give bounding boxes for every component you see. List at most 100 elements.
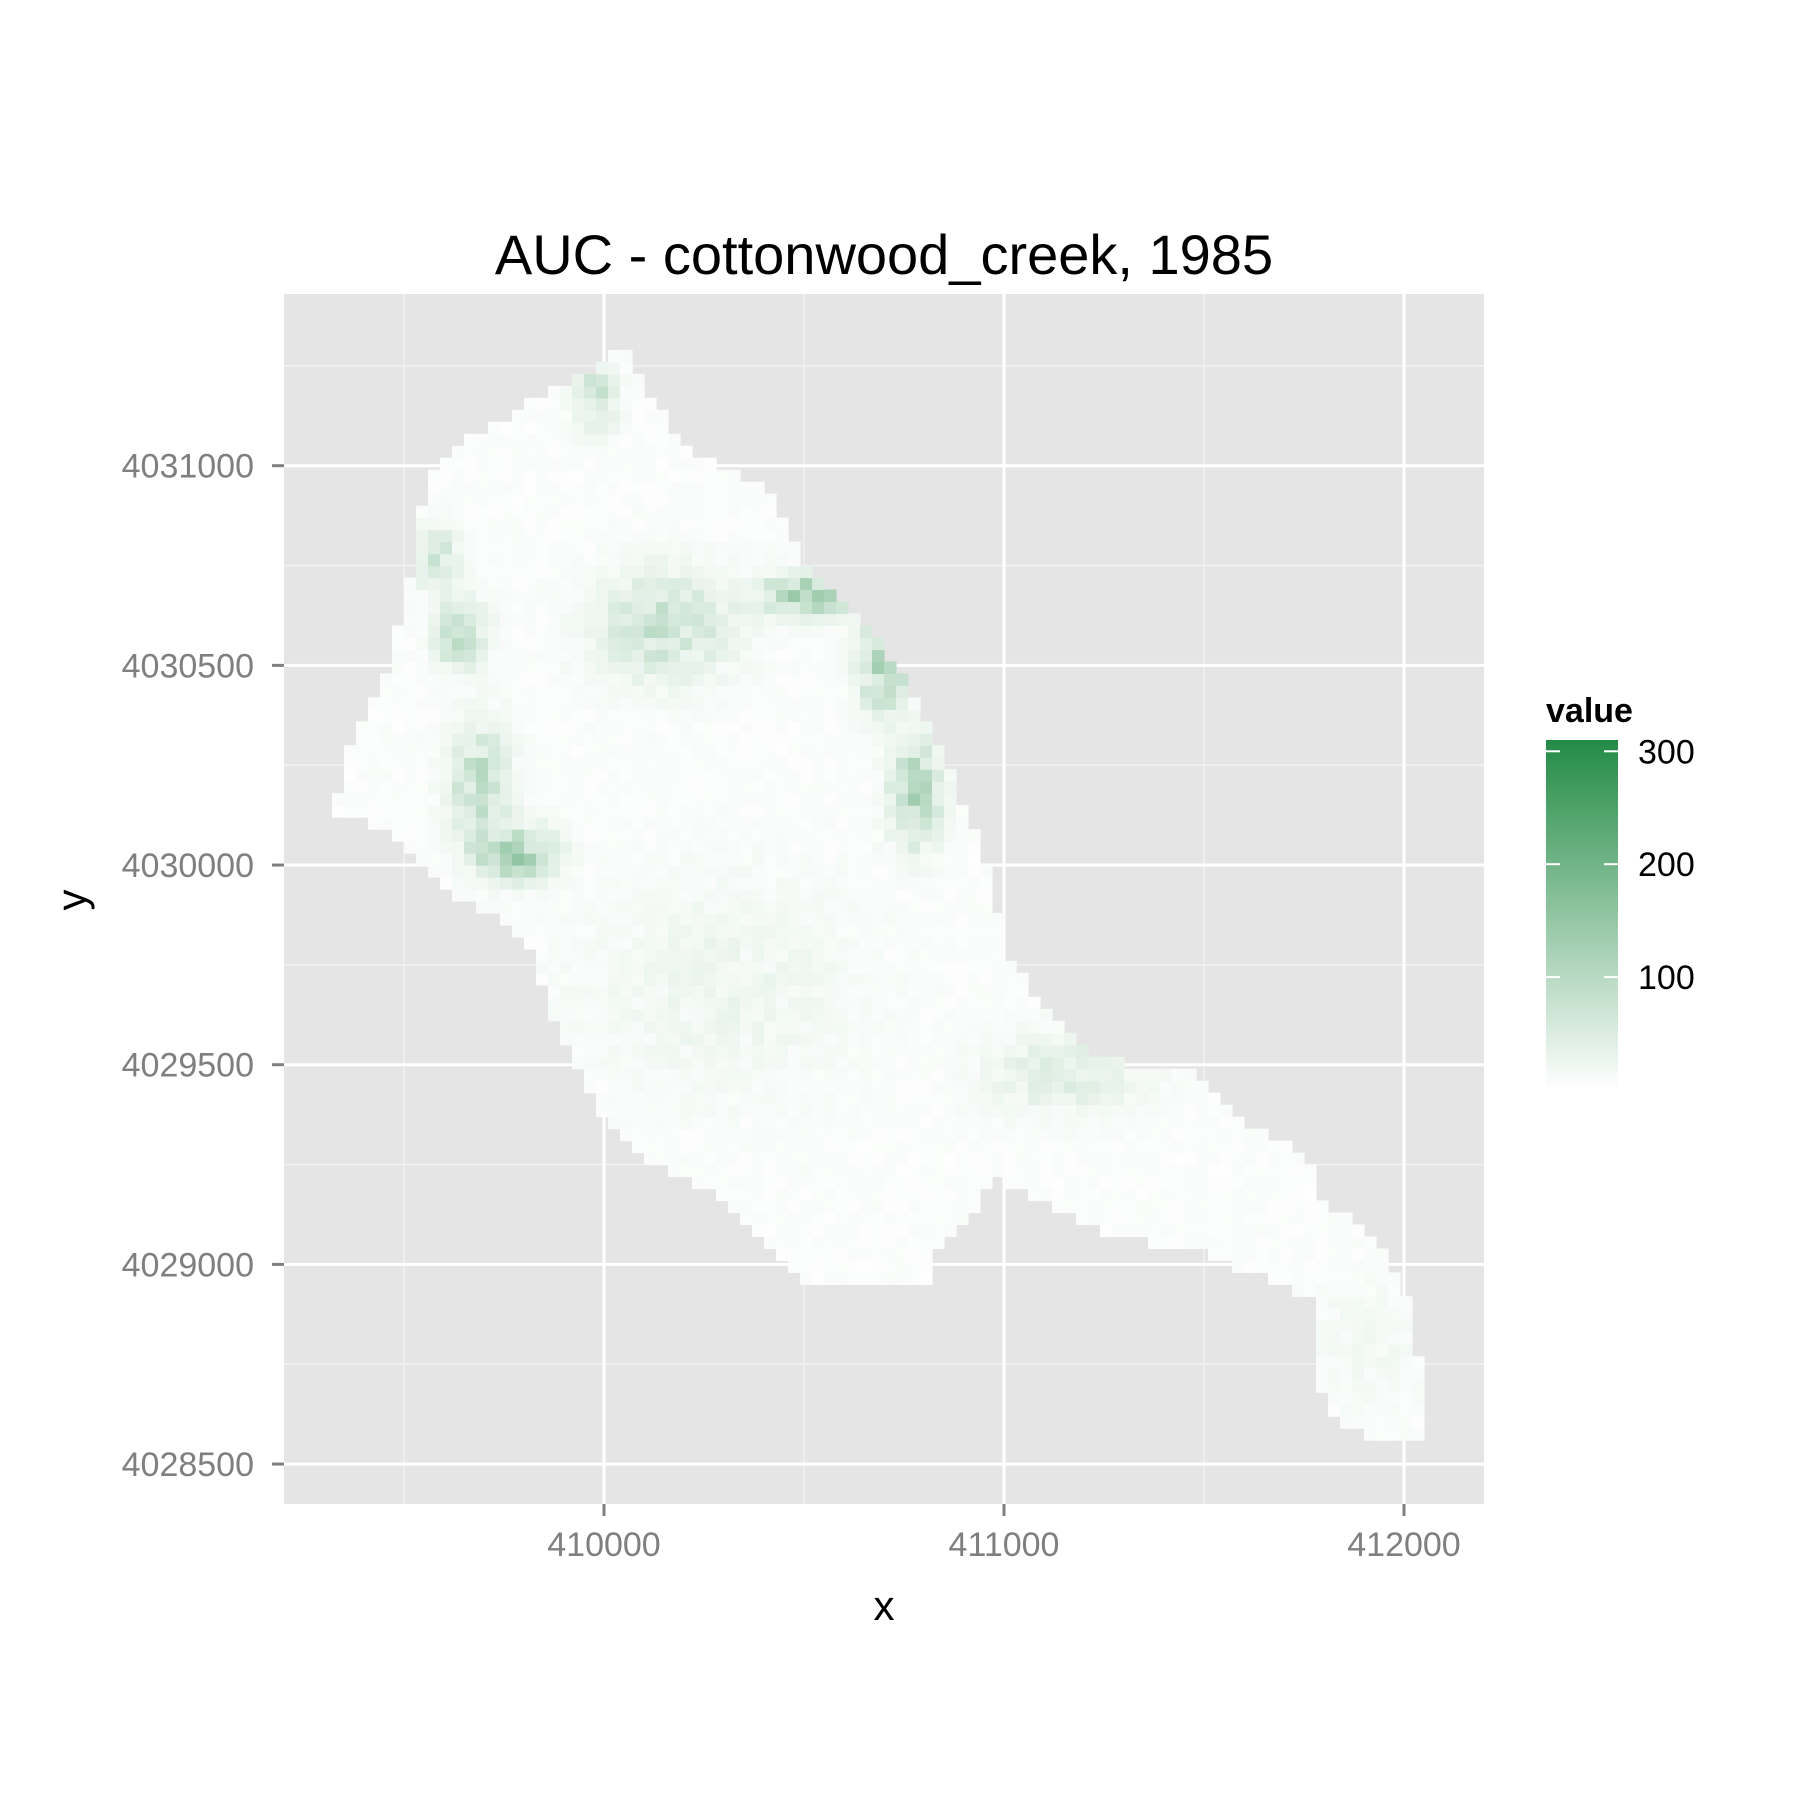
raster-cell [716, 793, 729, 806]
raster-cell [632, 1140, 645, 1154]
raster-cell [632, 493, 645, 507]
raster-cell [1028, 1056, 1041, 1070]
raster-cell [848, 793, 861, 806]
raster-cell [920, 1008, 933, 1022]
raster-cell [932, 1212, 945, 1226]
raster-cell [608, 469, 621, 483]
raster-cell [920, 1188, 933, 1202]
raster-cell [764, 901, 777, 914]
raster-cell [644, 1080, 657, 1094]
raster-cell [656, 409, 669, 423]
raster-cell [644, 541, 657, 555]
raster-cell [944, 1188, 957, 1202]
raster-cell [1388, 1404, 1401, 1417]
raster-cell [668, 745, 681, 758]
raster-cell [1088, 1128, 1101, 1142]
raster-cell [764, 805, 777, 818]
raster-cell [848, 912, 861, 926]
raster-cell [812, 613, 825, 627]
raster-cell [548, 841, 561, 854]
raster-cell [1040, 1152, 1053, 1166]
raster-cell [416, 673, 429, 686]
raster-cell [980, 936, 993, 950]
raster-cell [572, 493, 585, 507]
raster-cell [536, 541, 549, 555]
raster-cell [956, 1200, 969, 1214]
raster-cell [608, 505, 621, 519]
raster-cell [800, 841, 813, 854]
raster-cell [776, 1128, 789, 1142]
raster-cell [644, 493, 657, 507]
raster-cell [596, 960, 609, 974]
raster-cell [584, 421, 597, 435]
raster-cell [692, 1152, 705, 1166]
raster-cell [620, 948, 633, 962]
y-axis-title: y [48, 890, 95, 911]
raster-cell [488, 589, 501, 603]
raster-cell [644, 745, 657, 758]
raster-cell [860, 1188, 873, 1202]
raster-cell [824, 1104, 837, 1118]
raster-cell [500, 661, 513, 674]
raster-cell [812, 697, 825, 710]
raster-cell [956, 805, 969, 818]
raster-cell [476, 781, 489, 794]
raster-cell [644, 613, 657, 627]
raster-cell [1292, 1188, 1305, 1202]
raster-cell [380, 793, 393, 806]
raster-cell [776, 1152, 789, 1166]
raster-cell [608, 1020, 621, 1034]
raster-cell [1268, 1212, 1281, 1226]
raster-cell [524, 397, 537, 411]
raster-cell [656, 421, 669, 435]
raster-cell [500, 829, 513, 842]
raster-cell [932, 817, 945, 830]
raster-cell [632, 817, 645, 830]
raster-cell [932, 1164, 945, 1178]
raster-cell [764, 1116, 777, 1130]
raster-cell [680, 661, 693, 674]
raster-cell [740, 577, 753, 591]
raster-cell [440, 613, 453, 627]
raster-cell [584, 457, 597, 471]
raster-cell [740, 673, 753, 686]
raster-cell [776, 829, 789, 842]
raster-cell [440, 841, 453, 854]
raster-cell [632, 613, 645, 627]
raster-cell [836, 984, 849, 998]
raster-cell [1112, 1116, 1125, 1130]
raster-cell [1052, 1104, 1065, 1118]
raster-cell [692, 1116, 705, 1130]
raster-cell [596, 1092, 609, 1106]
raster-cell [668, 817, 681, 830]
raster-cell [1040, 1176, 1053, 1190]
raster-cell [884, 948, 897, 962]
raster-cell [896, 1104, 909, 1118]
raster-cell [980, 877, 993, 890]
raster-cell [992, 924, 1005, 938]
raster-cell [908, 1248, 921, 1261]
raster-cell [560, 589, 573, 603]
raster-cell [536, 493, 549, 507]
raster-cell [956, 1116, 969, 1130]
raster-cell [704, 1080, 717, 1094]
raster-cell [920, 984, 933, 998]
raster-cell [548, 685, 561, 698]
raster-cell [1232, 1248, 1245, 1261]
raster-cell [920, 805, 933, 818]
raster-cell [512, 865, 525, 878]
raster-cell [692, 469, 705, 483]
raster-cell [800, 936, 813, 950]
raster-cell [596, 877, 609, 890]
raster-cell [860, 1056, 873, 1070]
raster-cell [500, 841, 513, 854]
raster-cell [764, 1128, 777, 1142]
x-tick-label: 410000 [547, 1526, 660, 1564]
raster-cell [1184, 1140, 1197, 1154]
raster-cell [716, 529, 729, 543]
raster-cell [776, 1224, 789, 1238]
raster-cell [584, 397, 597, 411]
raster-cell [1208, 1104, 1221, 1118]
raster-cell [416, 649, 429, 662]
raster-cell [572, 996, 585, 1010]
